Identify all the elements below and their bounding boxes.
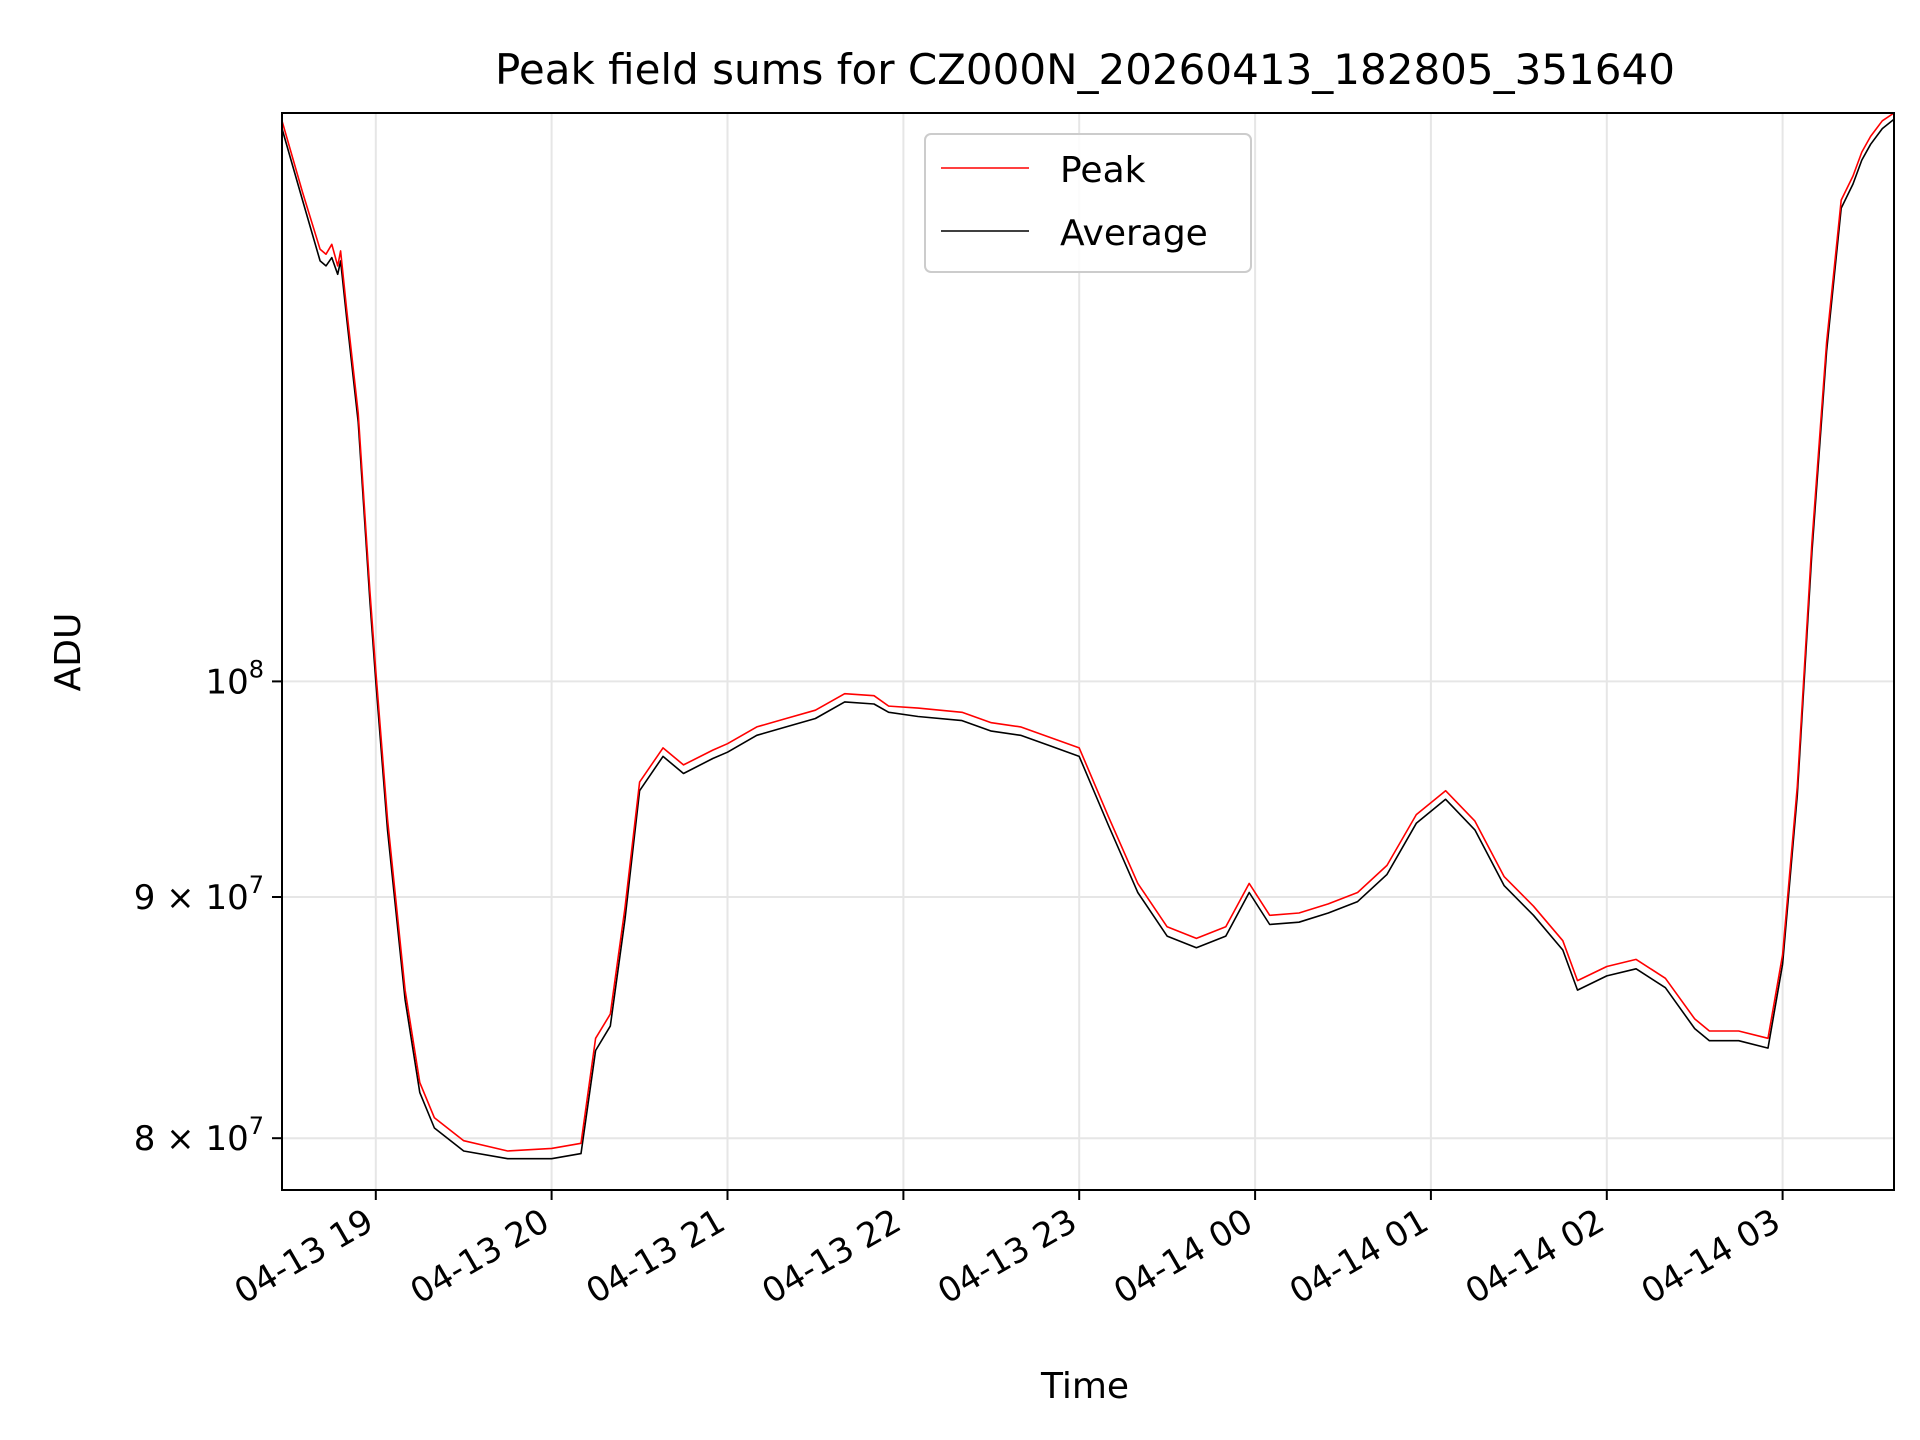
y-tick-label: 108 [205,655,264,702]
series-layer [281,112,1895,1160]
y-axis-label: ADU [48,613,89,692]
y-tick-label: 8 × 107 [134,1112,264,1159]
legend: Peak Average [924,133,1252,273]
legend-label-peak: Peak [1060,150,1146,191]
series-line-peak [281,112,1895,1152]
plot-frame [281,112,1895,1191]
y-axis: 8 × 107 9 × 107 108 [134,655,282,1159]
chart-title: Peak field sums for CZ000N_20260413_1828… [495,45,1675,94]
x-axis-label: Time [1040,1366,1129,1407]
y-tick-label: 9 × 107 [134,871,264,918]
legend-label-average: Average [1060,213,1208,254]
grid-lines [282,113,1894,1190]
plot-background [282,113,1894,1190]
plot-area [281,112,1895,1191]
series-line-average [281,118,1895,1160]
